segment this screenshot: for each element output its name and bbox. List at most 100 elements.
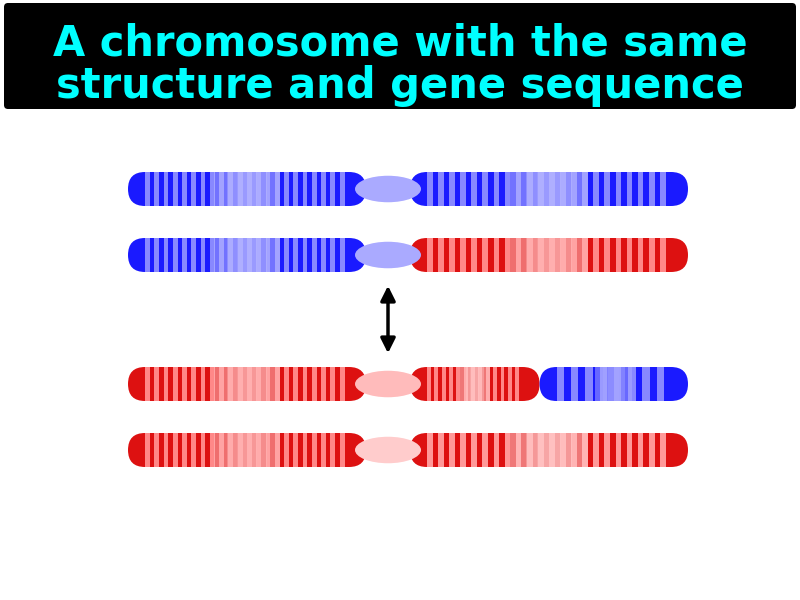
Bar — [247, 433, 252, 467]
Bar — [312, 238, 317, 272]
Bar — [582, 172, 588, 206]
FancyBboxPatch shape — [128, 238, 366, 272]
Bar — [284, 367, 289, 401]
Bar — [219, 238, 224, 272]
Bar — [229, 433, 234, 467]
Bar — [594, 433, 599, 467]
Bar — [321, 238, 326, 272]
Bar — [227, 433, 266, 467]
Bar — [582, 433, 588, 467]
Bar — [649, 433, 654, 467]
Bar — [173, 238, 178, 272]
Bar — [557, 367, 564, 401]
FancyBboxPatch shape — [539, 367, 688, 401]
Bar — [505, 172, 510, 206]
Bar — [201, 367, 206, 401]
Bar — [182, 172, 187, 206]
Bar — [201, 172, 206, 206]
Bar — [626, 172, 633, 206]
Bar — [163, 433, 168, 467]
Bar — [302, 238, 307, 272]
Bar — [571, 238, 577, 272]
Bar — [599, 367, 607, 401]
FancyBboxPatch shape — [128, 433, 366, 467]
Bar — [527, 238, 533, 272]
Bar — [526, 238, 573, 272]
Bar — [560, 238, 566, 272]
Bar — [247, 238, 252, 272]
Bar — [256, 433, 261, 467]
Bar — [191, 238, 196, 272]
Bar — [266, 238, 270, 272]
Bar — [302, 172, 307, 206]
Bar — [516, 172, 522, 206]
Bar — [210, 238, 214, 272]
Bar — [449, 238, 455, 272]
Bar — [449, 367, 453, 401]
Bar — [201, 238, 206, 272]
Bar — [266, 433, 270, 467]
Bar — [505, 238, 510, 272]
Bar — [427, 433, 433, 467]
Bar — [594, 172, 599, 206]
Bar — [549, 172, 554, 206]
Bar — [214, 238, 280, 272]
Bar — [614, 367, 622, 401]
Bar — [660, 172, 666, 206]
Bar — [238, 367, 257, 401]
Bar — [466, 367, 484, 401]
Bar — [427, 367, 431, 401]
Bar — [478, 367, 482, 401]
Bar — [210, 433, 214, 467]
Bar — [321, 433, 326, 467]
Bar — [560, 172, 566, 206]
Bar — [605, 433, 610, 467]
Bar — [210, 367, 214, 401]
Text: A chromosome with the same: A chromosome with the same — [53, 23, 747, 65]
Bar — [459, 367, 490, 401]
Bar — [214, 433, 280, 467]
Bar — [603, 367, 625, 401]
Bar — [294, 172, 298, 206]
Bar — [145, 238, 150, 272]
Bar — [494, 433, 499, 467]
Bar — [191, 172, 196, 206]
Bar — [340, 172, 345, 206]
Bar — [154, 367, 159, 401]
Bar — [330, 433, 335, 467]
Bar — [549, 433, 554, 467]
Bar — [538, 172, 544, 206]
Bar — [238, 238, 242, 272]
FancyBboxPatch shape — [128, 367, 366, 401]
Bar — [219, 367, 224, 401]
Bar — [340, 238, 345, 272]
Bar — [145, 433, 150, 467]
Bar — [330, 238, 335, 272]
Bar — [256, 172, 261, 206]
Bar — [649, 172, 654, 206]
Bar — [526, 433, 573, 467]
Bar — [457, 367, 460, 401]
Bar — [227, 172, 266, 206]
Bar — [330, 172, 335, 206]
Bar — [515, 367, 519, 401]
Bar — [460, 172, 466, 206]
Bar — [302, 433, 307, 467]
Bar — [585, 367, 593, 401]
Bar — [615, 172, 622, 206]
FancyBboxPatch shape — [410, 238, 688, 272]
Bar — [275, 238, 280, 272]
Bar — [427, 172, 433, 206]
Bar — [312, 172, 317, 206]
Bar — [582, 238, 588, 272]
FancyBboxPatch shape — [410, 172, 688, 206]
Bar — [628, 367, 635, 401]
Bar — [538, 238, 544, 272]
Bar — [471, 367, 475, 401]
Bar — [163, 172, 168, 206]
Bar — [501, 367, 504, 401]
Bar — [154, 433, 159, 467]
Bar — [330, 367, 335, 401]
Bar — [608, 367, 619, 401]
Bar — [642, 367, 650, 401]
